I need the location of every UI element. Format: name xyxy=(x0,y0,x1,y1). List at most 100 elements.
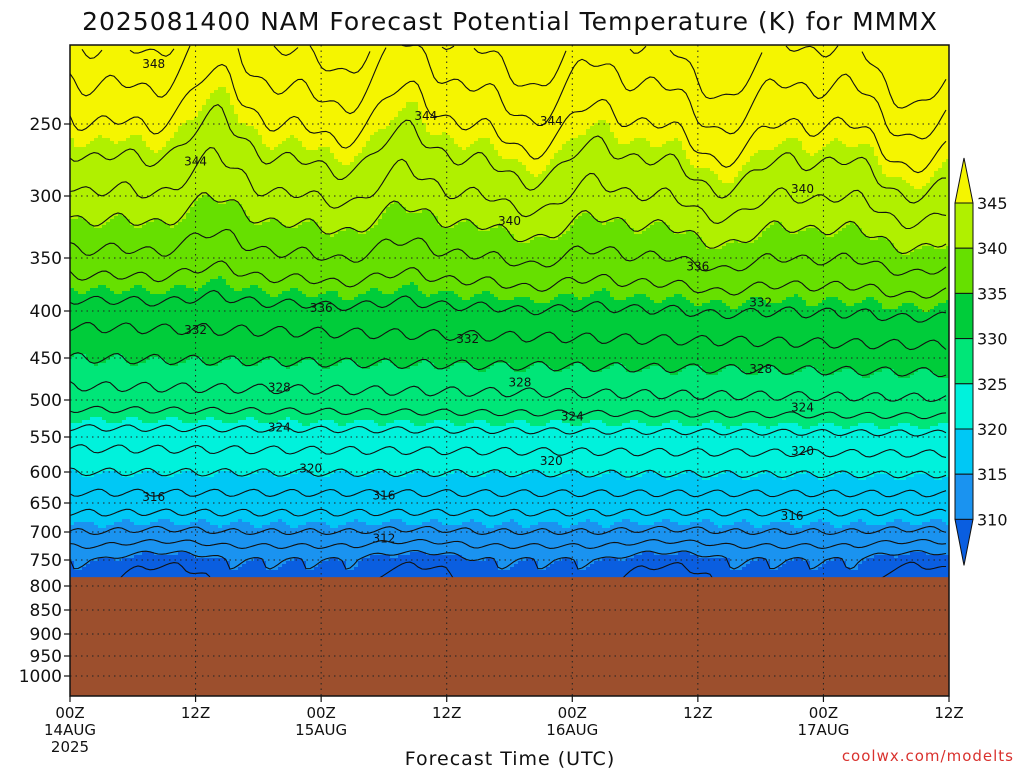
band-cell xyxy=(370,474,375,526)
band-cell xyxy=(242,288,247,367)
band-cell xyxy=(770,303,775,367)
band-cell xyxy=(194,201,199,292)
band-cell xyxy=(630,45,635,142)
band-cell xyxy=(758,45,763,151)
band-cell xyxy=(666,519,671,556)
band-cell xyxy=(754,297,759,376)
band-cell xyxy=(442,525,447,556)
credit-text[interactable]: coolwx.com/modelts xyxy=(842,747,1014,765)
contour-line-340 xyxy=(70,192,947,255)
band-cell xyxy=(814,228,819,307)
band-cell xyxy=(514,420,519,478)
band-cell xyxy=(554,297,559,373)
band-cell xyxy=(262,291,267,361)
band-cell xyxy=(910,477,915,526)
band-cell xyxy=(110,357,115,424)
band-cell xyxy=(946,159,949,247)
band-cell xyxy=(250,474,255,526)
band-cell xyxy=(898,519,903,556)
band-cell xyxy=(426,45,431,133)
band-cell xyxy=(738,171,743,244)
band-cell xyxy=(94,417,99,475)
band-cell xyxy=(126,219,131,292)
band-cell xyxy=(878,303,883,373)
band-cell xyxy=(430,45,435,136)
band-cell xyxy=(722,303,727,370)
band-cell xyxy=(574,297,579,364)
band-cell xyxy=(726,45,731,184)
band-cell xyxy=(458,222,463,298)
colorbar-label: 345 xyxy=(977,194,1008,213)
band-cell xyxy=(442,477,447,526)
band-cell xyxy=(794,372,799,424)
band-cell xyxy=(294,474,299,529)
band-cell xyxy=(638,234,643,295)
band-cell xyxy=(846,45,851,148)
band-cell xyxy=(794,423,799,475)
band-cell xyxy=(110,219,115,292)
y-tick-label: 850 xyxy=(30,601,62,621)
band-cell xyxy=(418,111,423,214)
contour-label: 336 xyxy=(310,301,333,315)
band-cell xyxy=(762,45,767,151)
band-cell xyxy=(98,45,103,136)
band-cell xyxy=(774,147,779,223)
band-cell xyxy=(130,135,135,226)
band-cell xyxy=(390,204,395,295)
band-cell xyxy=(658,303,663,367)
band-cell xyxy=(670,477,675,523)
colorbar-segment xyxy=(954,428,974,475)
band-cell xyxy=(222,87,227,205)
band-cell xyxy=(126,477,131,520)
band-cell xyxy=(238,519,243,568)
band-cell xyxy=(258,135,263,226)
band-cell xyxy=(114,471,119,523)
band-cell xyxy=(706,168,711,250)
band-cell xyxy=(210,45,215,94)
band-cell xyxy=(658,522,663,556)
band-cell xyxy=(278,45,283,145)
band-cell xyxy=(478,231,483,295)
band-cell xyxy=(702,519,707,559)
band-cell xyxy=(786,138,791,232)
band-cell xyxy=(174,45,179,133)
band-cell xyxy=(366,474,371,526)
band-cell xyxy=(330,420,335,475)
band-cell xyxy=(802,300,807,370)
band-cell xyxy=(474,420,479,478)
contour-line-336 xyxy=(70,260,947,299)
band-cell xyxy=(610,525,615,559)
band-cell xyxy=(338,297,343,364)
band-cell xyxy=(846,306,851,370)
band-cell xyxy=(618,474,623,523)
band-cell xyxy=(382,360,387,427)
band-cell xyxy=(886,369,891,430)
band-cell xyxy=(770,45,775,151)
band-cell xyxy=(674,138,679,235)
band-cell xyxy=(502,159,507,229)
band-cell xyxy=(154,294,159,358)
band-cell xyxy=(446,135,451,229)
band-cell xyxy=(318,294,323,367)
band-cell xyxy=(130,225,135,289)
band-cell xyxy=(258,363,263,424)
band-cell xyxy=(142,525,147,553)
band-cell xyxy=(534,237,539,304)
band-cell xyxy=(734,426,739,475)
band-cell xyxy=(238,360,243,421)
band-cell xyxy=(782,45,787,142)
band-cell xyxy=(426,132,431,211)
band-cell xyxy=(910,303,915,376)
band-cell xyxy=(546,366,551,424)
band-cell xyxy=(750,477,755,526)
band-cell xyxy=(894,426,899,481)
band-cell xyxy=(710,375,715,421)
band-cell xyxy=(230,522,235,571)
band-cell xyxy=(346,45,351,166)
band-cell xyxy=(506,522,511,571)
band-cell xyxy=(750,375,755,424)
band-cell xyxy=(438,45,443,136)
band-cell xyxy=(838,300,843,373)
band-cell xyxy=(110,525,115,559)
band-cell xyxy=(342,471,347,526)
